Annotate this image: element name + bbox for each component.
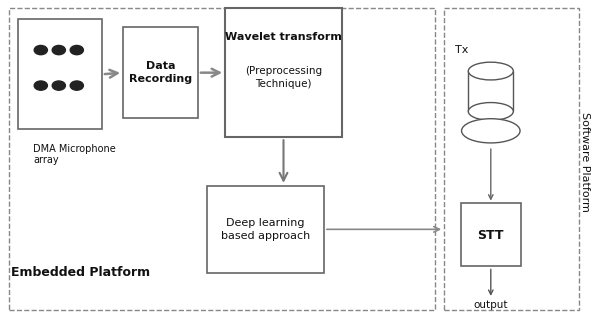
Ellipse shape <box>70 81 83 90</box>
Ellipse shape <box>52 81 65 90</box>
Bar <box>9 8 435 310</box>
Text: Wavelet transform: Wavelet transform <box>225 32 342 42</box>
Ellipse shape <box>52 46 65 55</box>
Text: Data
Recording: Data Recording <box>129 61 192 84</box>
Text: STT: STT <box>478 229 504 242</box>
Ellipse shape <box>34 81 47 90</box>
Bar <box>225 8 342 137</box>
Text: (Preprocessing
Technique): (Preprocessing Technique) <box>245 66 322 89</box>
Ellipse shape <box>70 46 83 55</box>
Ellipse shape <box>468 62 513 80</box>
Text: Tx: Tx <box>455 45 468 55</box>
Bar <box>468 71 513 111</box>
Bar <box>461 203 521 266</box>
Ellipse shape <box>461 119 520 143</box>
Bar <box>123 27 198 118</box>
Text: Embedded Platform: Embedded Platform <box>11 266 151 279</box>
Text: Deep learning
based approach: Deep learning based approach <box>221 218 310 241</box>
Bar <box>207 186 324 273</box>
Bar <box>444 8 579 310</box>
Bar <box>18 19 102 129</box>
Text: output: output <box>473 300 508 310</box>
Text: Software Platform: Software Platform <box>580 111 590 212</box>
Ellipse shape <box>34 46 47 55</box>
Ellipse shape <box>468 103 513 120</box>
Text: DMA Microphone
array: DMA Microphone array <box>33 144 116 165</box>
